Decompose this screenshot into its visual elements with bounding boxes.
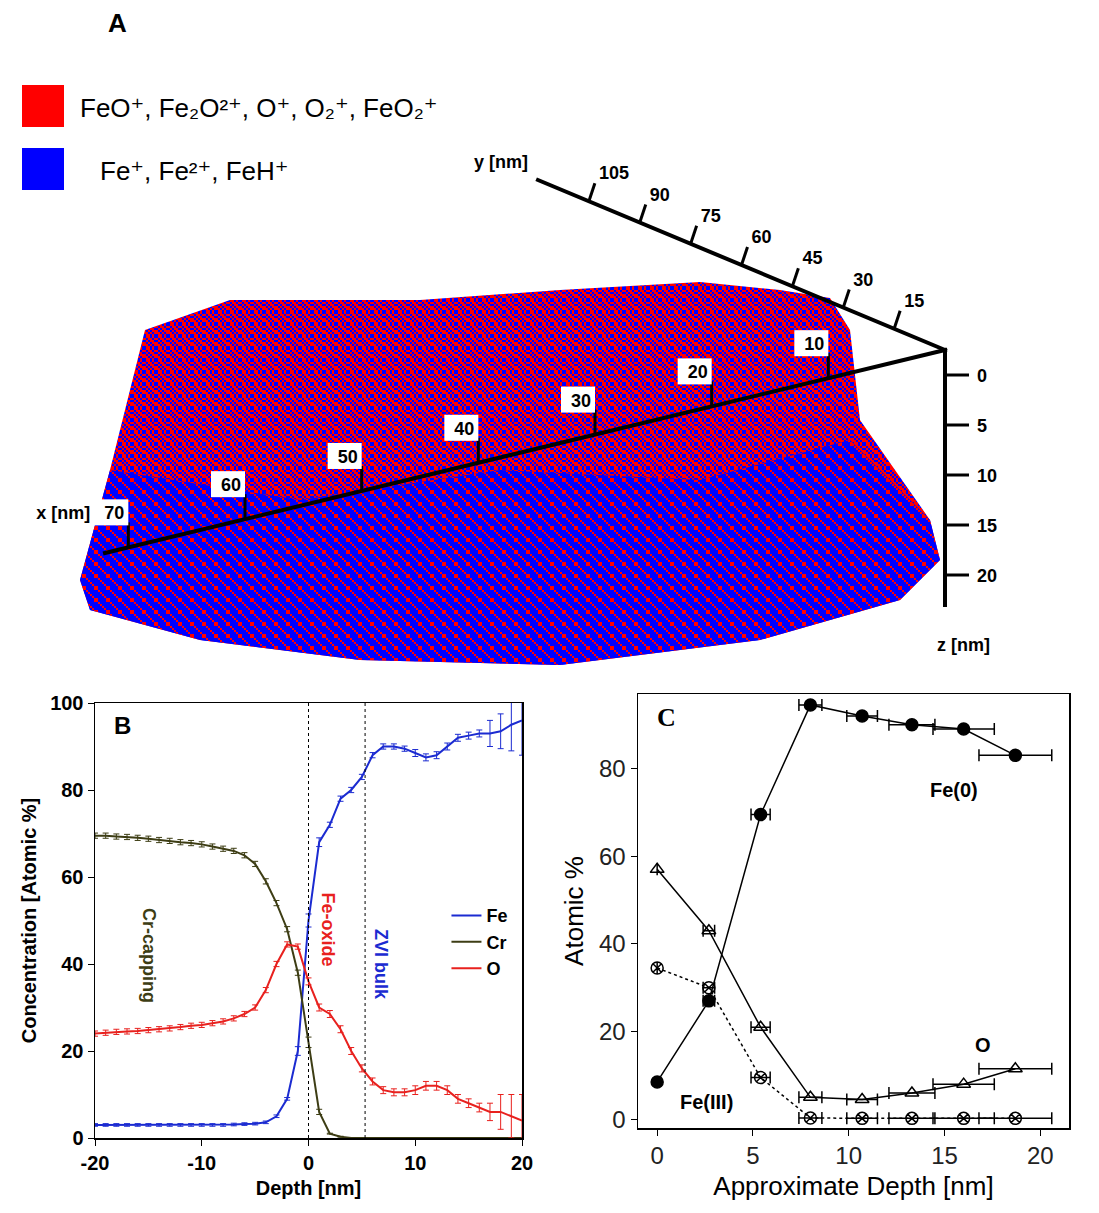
svg-text:45: 45 [802,248,822,268]
svg-text:Cr-capping: Cr-capping [139,908,159,1003]
svg-text:30: 30 [853,270,873,290]
svg-text:O: O [486,959,500,979]
svg-text:20: 20 [511,1152,533,1174]
svg-text:ZVI bulk: ZVI bulk [371,929,391,1000]
svg-text:60: 60 [599,843,626,870]
svg-text:Approximate Depth [nm]: Approximate Depth [nm] [713,1171,993,1201]
svg-text:z [nm]: z [nm] [937,635,990,655]
svg-text:Atomic %: Atomic % [559,856,589,966]
svg-text:Concentration [Atomic %]: Concentration [Atomic %] [18,798,40,1044]
svg-text:105: 105 [599,163,629,183]
svg-text:0: 0 [977,366,987,386]
svg-text:0: 0 [650,1142,663,1169]
svg-text:10: 10 [804,334,824,354]
svg-text:Fe(0): Fe(0) [930,779,978,801]
svg-text:10: 10 [404,1152,426,1174]
svg-text:A: A [108,8,127,38]
svg-text:5: 5 [746,1142,759,1169]
svg-text:50: 50 [338,447,358,467]
svg-text:60: 60 [752,227,772,247]
svg-text:y [nm]: y [nm] [474,152,528,172]
svg-text:20: 20 [1027,1142,1054,1169]
svg-text:Fe: Fe [486,906,507,926]
svg-text:15: 15 [977,516,997,536]
svg-text:70: 70 [104,503,124,523]
svg-text:O: O [975,1034,991,1056]
svg-text:Cr: Cr [486,933,506,953]
svg-text:20: 20 [61,1040,83,1062]
svg-text:C: C [657,703,676,732]
svg-text:80: 80 [599,755,626,782]
svg-text:60: 60 [61,866,83,888]
svg-text:10: 10 [977,466,997,486]
svg-text:20: 20 [688,362,708,382]
svg-text:10: 10 [835,1142,862,1169]
svg-text:40: 40 [61,953,83,975]
svg-text:0: 0 [303,1152,314,1174]
svg-text:90: 90 [650,185,670,205]
svg-text:x [nm]: x [nm] [36,503,90,523]
svg-text:Fe⁺, Fe²⁺, FeH⁺: Fe⁺, Fe²⁺, FeH⁺ [100,156,289,186]
svg-text:40: 40 [599,930,626,957]
svg-text:-10: -10 [187,1152,216,1174]
svg-text:FeO⁺, Fe₂O²⁺, O⁺, O₂⁺, FeO₂⁺: FeO⁺, Fe₂O²⁺, O⁺, O₂⁺, FeO₂⁺ [80,93,438,123]
svg-text:60: 60 [221,475,241,495]
svg-text:Depth [nm]: Depth [nm] [256,1177,362,1199]
svg-text:20: 20 [977,566,997,586]
svg-text:40: 40 [454,419,474,439]
svg-text:5: 5 [977,416,987,436]
svg-text:B: B [114,712,131,739]
svg-text:80: 80 [61,779,83,801]
svg-text:0: 0 [612,1106,625,1133]
svg-text:75: 75 [701,206,721,226]
svg-text:0: 0 [72,1127,83,1149]
svg-text:15: 15 [931,1142,958,1169]
svg-text:20: 20 [599,1018,626,1045]
svg-text:Fe(III): Fe(III) [680,1091,733,1113]
svg-text:15: 15 [904,291,924,311]
svg-text:30: 30 [571,391,591,411]
svg-text:100: 100 [50,692,83,714]
svg-text:-20: -20 [81,1152,110,1174]
svg-text:Fe-oxide: Fe-oxide [318,892,338,966]
